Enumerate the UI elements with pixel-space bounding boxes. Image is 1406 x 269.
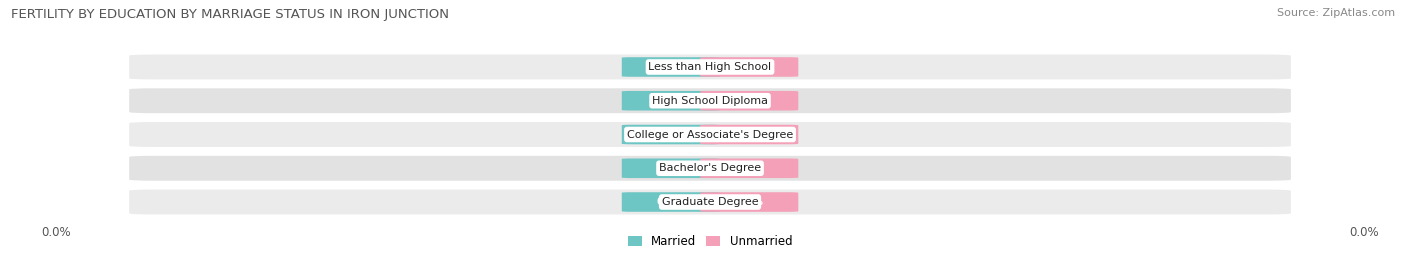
FancyBboxPatch shape	[700, 158, 799, 178]
FancyBboxPatch shape	[128, 189, 1292, 215]
FancyBboxPatch shape	[128, 54, 1292, 80]
FancyBboxPatch shape	[621, 91, 720, 111]
Text: Graduate Degree: Graduate Degree	[662, 197, 758, 207]
Text: 0.0%: 0.0%	[735, 62, 763, 72]
FancyBboxPatch shape	[621, 158, 720, 178]
Legend: Married, Unmarried: Married, Unmarried	[623, 230, 797, 253]
FancyBboxPatch shape	[128, 121, 1292, 148]
FancyBboxPatch shape	[621, 192, 720, 212]
FancyBboxPatch shape	[621, 125, 720, 144]
Text: College or Associate's Degree: College or Associate's Degree	[627, 129, 793, 140]
Text: 0.0%: 0.0%	[735, 197, 763, 207]
FancyBboxPatch shape	[700, 125, 799, 144]
Text: 0.0%: 0.0%	[735, 129, 763, 140]
Text: Bachelor's Degree: Bachelor's Degree	[659, 163, 761, 173]
Text: High School Diploma: High School Diploma	[652, 96, 768, 106]
FancyBboxPatch shape	[128, 155, 1292, 182]
Text: 0.0%: 0.0%	[735, 96, 763, 106]
Text: Source: ZipAtlas.com: Source: ZipAtlas.com	[1277, 8, 1395, 18]
FancyBboxPatch shape	[621, 57, 720, 77]
Text: Less than High School: Less than High School	[648, 62, 772, 72]
FancyBboxPatch shape	[700, 192, 799, 212]
Text: 0.0%: 0.0%	[657, 129, 685, 140]
Text: 0.0%: 0.0%	[657, 62, 685, 72]
Text: 0.0%: 0.0%	[735, 163, 763, 173]
FancyBboxPatch shape	[700, 57, 799, 77]
FancyBboxPatch shape	[700, 91, 799, 111]
Text: FERTILITY BY EDUCATION BY MARRIAGE STATUS IN IRON JUNCTION: FERTILITY BY EDUCATION BY MARRIAGE STATU…	[11, 8, 450, 21]
Text: 0.0%: 0.0%	[657, 197, 685, 207]
FancyBboxPatch shape	[128, 87, 1292, 114]
Text: 0.0%: 0.0%	[657, 163, 685, 173]
Text: 0.0%: 0.0%	[657, 96, 685, 106]
